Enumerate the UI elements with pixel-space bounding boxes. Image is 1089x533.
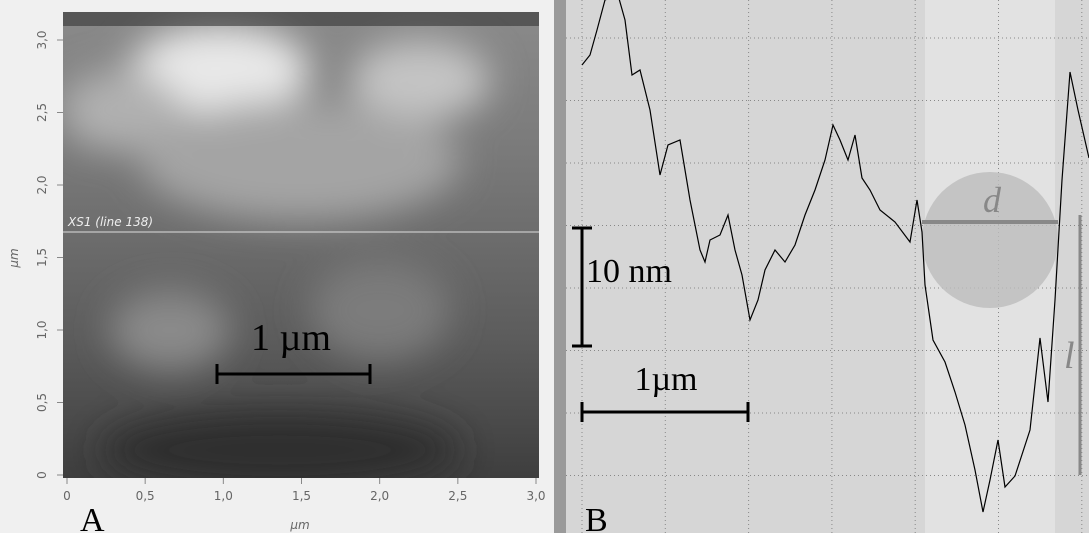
y-tick-label: 0,5	[35, 393, 49, 412]
profile-panel	[566, 0, 1089, 533]
x-tick-label: 0,5	[136, 489, 155, 503]
x-tick-label: 0	[63, 489, 71, 503]
y-tick-label: 0	[35, 471, 49, 479]
y-tick-label: 1,5	[35, 248, 49, 267]
y-tick-label: 1,0	[35, 320, 49, 339]
length-scale-label: 1µm	[634, 361, 697, 398]
divider	[554, 0, 566, 533]
scale-bar	[215, 364, 372, 384]
x-tick-label: 3,0	[526, 489, 545, 503]
panel-label: B	[585, 502, 608, 533]
afm-image	[63, 12, 539, 478]
l-label: l	[1064, 335, 1075, 377]
height-scale-label: 10 nm	[586, 253, 672, 290]
panel-label: A	[80, 502, 105, 533]
x-tick-label: 2,0	[370, 489, 389, 503]
axis-ticks: 0 0,5 1,0 1,5 2,0 2,5 3,0 0 0,5 1,0 1,5 2,0 2,5 3,0	[35, 30, 546, 503]
line-label: XS1 (line 138)	[67, 215, 153, 229]
x-axis-label: µm	[289, 518, 309, 532]
scale-label: 1 µm	[251, 317, 331, 359]
x-tick-label: 2,5	[448, 489, 467, 503]
y-tick-label: 3,0	[35, 30, 49, 49]
d-label: d	[983, 180, 1002, 220]
length-scale-bar	[580, 402, 750, 422]
x-tick-label: 1,5	[292, 489, 311, 503]
y-tick-label: 2,5	[35, 103, 49, 122]
y-axis-label: µm	[7, 248, 21, 268]
x-tick-label: 1,0	[214, 489, 233, 503]
height-scale-bar	[572, 226, 592, 348]
y-tick-label: 2,0	[35, 175, 49, 194]
